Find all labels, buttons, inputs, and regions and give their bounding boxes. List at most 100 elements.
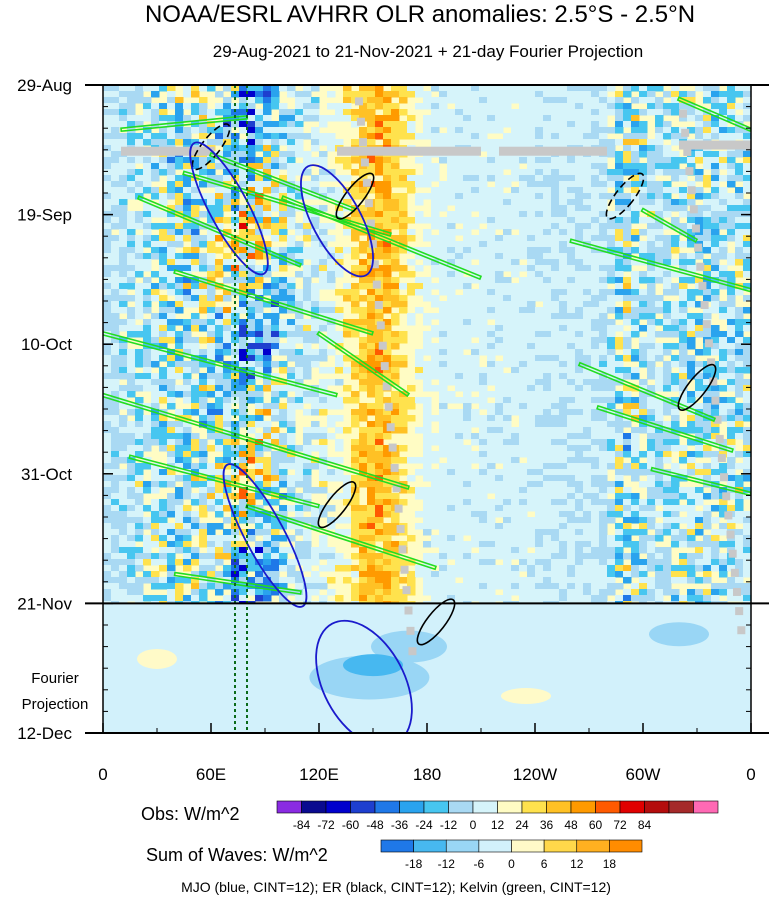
obs-cell [647,109,656,116]
obs-cell [615,373,624,380]
obs-cell [279,409,288,416]
obs-cell [103,109,112,116]
obs-cell [191,511,200,518]
obs-cell [375,421,384,428]
obs-cell [607,379,616,386]
obs-cell [631,163,640,170]
obs-cell [623,511,632,518]
obs-cell [503,331,512,338]
obs-cell [231,223,240,230]
obs-cell [655,139,664,146]
obs-cell [679,391,688,398]
obs-cell [239,307,248,314]
obs-cell [159,415,168,422]
obs-cell [647,97,656,104]
obs-cell [399,193,408,200]
obs-cell [151,253,160,260]
obs-cell [103,91,112,98]
obs-cell [455,121,464,128]
obs-cell [231,349,240,356]
obs-cell [199,115,208,122]
obs-cell [639,307,648,314]
obs-cell [727,433,736,440]
obs-cell [479,481,488,488]
obs-cell [575,253,584,260]
obs-cell [623,139,632,146]
obs-cell [567,403,576,410]
obs-cell [471,397,480,404]
obs-cell [175,253,184,260]
obs-cell [679,271,688,278]
obs-cell [639,379,648,386]
obs-cell [735,325,744,332]
obs-cell [511,211,520,218]
obs-cell [639,517,648,524]
obs-cell [463,427,472,434]
obs-cell [503,451,512,458]
obs-cell [495,397,504,404]
obs-cell [375,355,384,362]
obs-cell [527,181,536,188]
obs-cell [407,289,416,296]
obs-cell [191,403,200,410]
obs-cell [127,433,136,440]
obs-cell [231,373,240,380]
obs-cell [711,229,720,236]
obs-cell [383,373,392,380]
obs-cell [503,385,512,392]
obs-cell [335,109,344,116]
obs-cell [167,127,176,134]
obs-cell [375,469,384,476]
obs-cell [151,403,160,410]
obs-cell [295,181,304,188]
obs-cell [263,241,272,248]
obs-cell [735,91,744,98]
obs-cell [687,391,696,398]
obs-cell [543,487,552,494]
obs-cell [303,157,312,164]
obs-cell [743,235,751,242]
obs-cell [111,403,120,410]
obs-cell [495,325,504,332]
obs-cell [167,481,176,488]
obs-cell [255,343,264,350]
obs-cell [591,469,600,476]
obs-cell [583,109,592,116]
obs-cell [663,445,672,452]
obs-cell [495,451,504,458]
obs-cell [439,217,448,224]
obs-cell [207,331,216,338]
obs-cell [119,289,128,296]
obs-cell [135,439,144,446]
obs-cell [623,403,632,410]
obs-cell [135,451,144,458]
obs-cell [463,289,472,296]
obs-cell [671,301,680,308]
obs-cell [719,307,728,314]
obs-cell [631,457,640,464]
obs-cell [607,223,616,230]
obs-cell [255,205,264,212]
obs-cell [375,133,384,140]
obs-cell [119,307,128,314]
obs-cell [175,223,184,230]
obs-cell [575,499,584,506]
obs-cell [431,457,440,464]
obs-cell [743,511,751,518]
obs-cell [719,157,728,164]
obs-cell [695,301,704,308]
obs-cell [415,277,424,284]
obs-cell [183,187,192,194]
obs-cell [191,109,200,116]
obs-cell [687,235,696,242]
obs-cell [103,175,112,182]
obs-cell [687,211,696,218]
obs-cell [511,439,520,446]
obs-cell [423,349,432,356]
obs-cell [375,241,384,248]
obs-cell [495,409,504,416]
obs-cell [487,331,496,338]
obs-cell [439,157,448,164]
obs-cell [495,187,504,194]
obs-cell [431,487,440,494]
